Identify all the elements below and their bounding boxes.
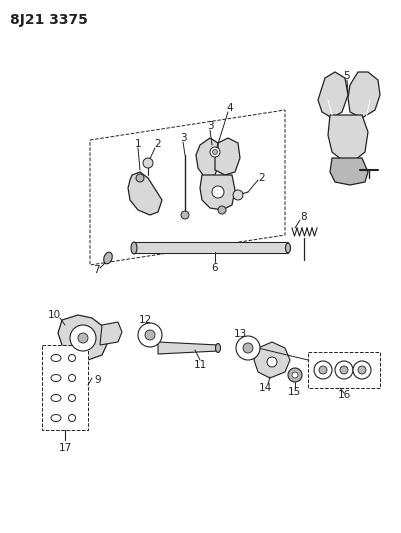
Circle shape [242, 343, 252, 353]
Text: 10: 10 [47, 310, 61, 320]
Circle shape [209, 147, 219, 157]
Circle shape [138, 323, 162, 347]
Circle shape [70, 325, 96, 351]
Polygon shape [200, 175, 235, 210]
Ellipse shape [215, 343, 220, 352]
Circle shape [313, 361, 331, 379]
Polygon shape [327, 115, 367, 160]
Ellipse shape [285, 243, 290, 253]
Circle shape [339, 366, 347, 374]
Circle shape [291, 372, 297, 378]
Text: 11: 11 [193, 360, 206, 370]
Polygon shape [253, 342, 289, 378]
Circle shape [136, 174, 144, 182]
Ellipse shape [68, 375, 75, 382]
Text: 8: 8 [300, 212, 306, 222]
Text: 17: 17 [58, 443, 71, 453]
Text: 6: 6 [211, 263, 218, 273]
Ellipse shape [51, 354, 61, 361]
Polygon shape [58, 315, 108, 360]
Polygon shape [134, 243, 287, 253]
Polygon shape [158, 342, 217, 354]
Text: 5: 5 [343, 71, 349, 81]
Ellipse shape [68, 354, 75, 361]
Text: 2: 2 [258, 173, 265, 183]
Text: 9: 9 [95, 375, 101, 385]
Polygon shape [196, 138, 219, 178]
Text: 4: 4 [226, 103, 233, 113]
Text: 3: 3 [206, 121, 213, 131]
Polygon shape [215, 138, 239, 175]
Circle shape [334, 361, 352, 379]
Ellipse shape [51, 375, 61, 382]
Text: 14: 14 [258, 383, 271, 393]
Polygon shape [128, 172, 162, 215]
Circle shape [266, 357, 276, 367]
Circle shape [211, 186, 223, 198]
Ellipse shape [68, 394, 75, 401]
Circle shape [212, 149, 217, 155]
Circle shape [287, 368, 301, 382]
Ellipse shape [51, 394, 61, 401]
Text: 8J21 3375: 8J21 3375 [10, 13, 88, 27]
Polygon shape [317, 72, 347, 118]
Text: 2: 2 [154, 139, 161, 149]
Circle shape [143, 158, 153, 168]
Circle shape [233, 190, 242, 200]
Text: 3: 3 [179, 133, 186, 143]
Text: 12: 12 [138, 315, 151, 325]
Circle shape [180, 211, 188, 219]
Polygon shape [329, 158, 367, 185]
Circle shape [357, 366, 365, 374]
Text: 16: 16 [336, 390, 350, 400]
Circle shape [78, 333, 88, 343]
Circle shape [318, 366, 326, 374]
Ellipse shape [131, 242, 137, 254]
Ellipse shape [103, 252, 112, 264]
Polygon shape [42, 345, 88, 430]
Polygon shape [347, 72, 379, 118]
Polygon shape [307, 352, 379, 388]
Circle shape [145, 330, 155, 340]
Text: 13: 13 [233, 329, 246, 339]
Ellipse shape [51, 415, 61, 422]
Circle shape [235, 336, 259, 360]
Polygon shape [100, 322, 122, 345]
Circle shape [352, 361, 370, 379]
Text: 1: 1 [134, 139, 141, 149]
Text: 7: 7 [93, 265, 99, 275]
Ellipse shape [68, 415, 75, 422]
Circle shape [217, 206, 225, 214]
Text: 15: 15 [287, 387, 300, 397]
